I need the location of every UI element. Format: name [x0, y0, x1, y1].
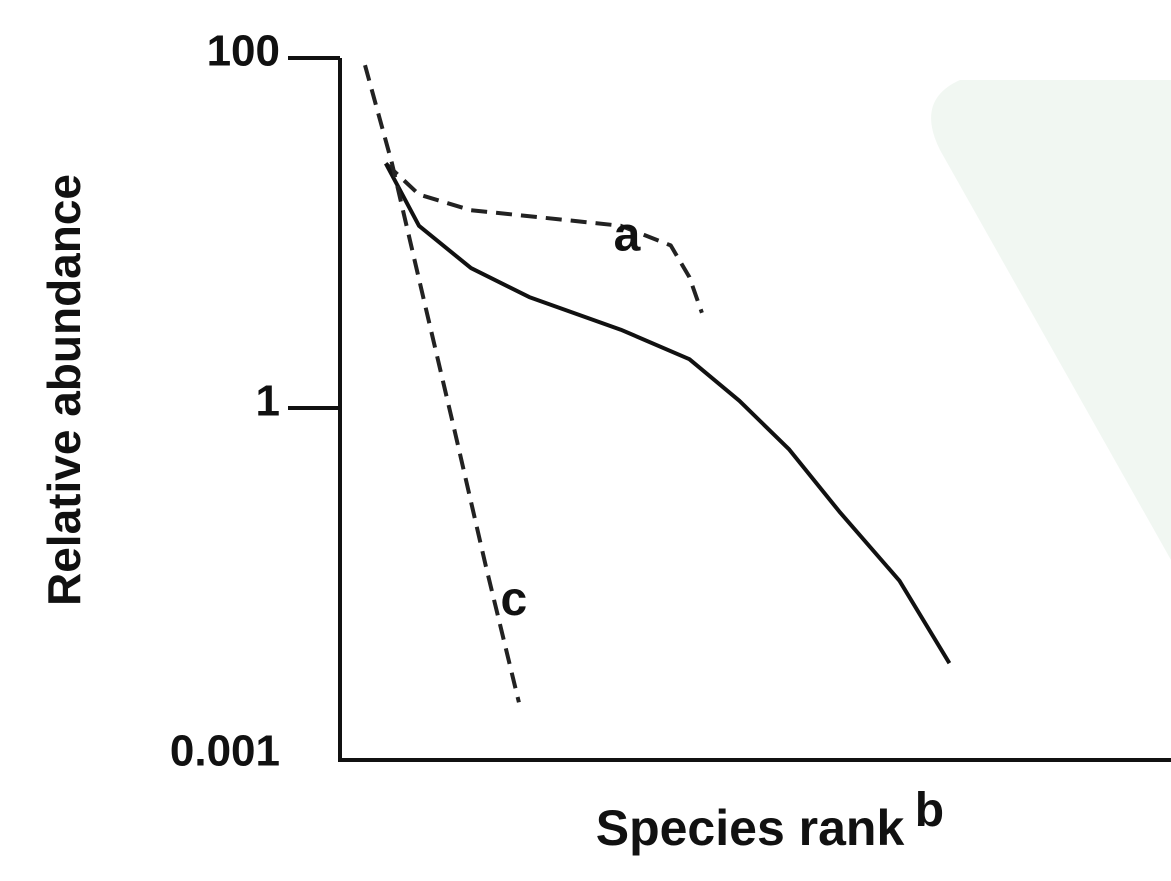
series-label: b — [915, 784, 944, 837]
y-tick-label: 0.001 — [170, 727, 280, 776]
line-1 — [384, 162, 952, 665]
x-axis-label: Species rank — [596, 800, 905, 856]
line-2 — [363, 64, 521, 703]
y-axis-label: Relative abundance — [38, 174, 90, 606]
y-tick-label: 100 — [207, 27, 280, 76]
line-0 — [384, 161, 704, 314]
series-label: a — [614, 208, 641, 261]
y-tick-label: 1 — [256, 377, 280, 426]
background-shape — [931, 80, 1171, 560]
series-label: c — [501, 573, 528, 626]
